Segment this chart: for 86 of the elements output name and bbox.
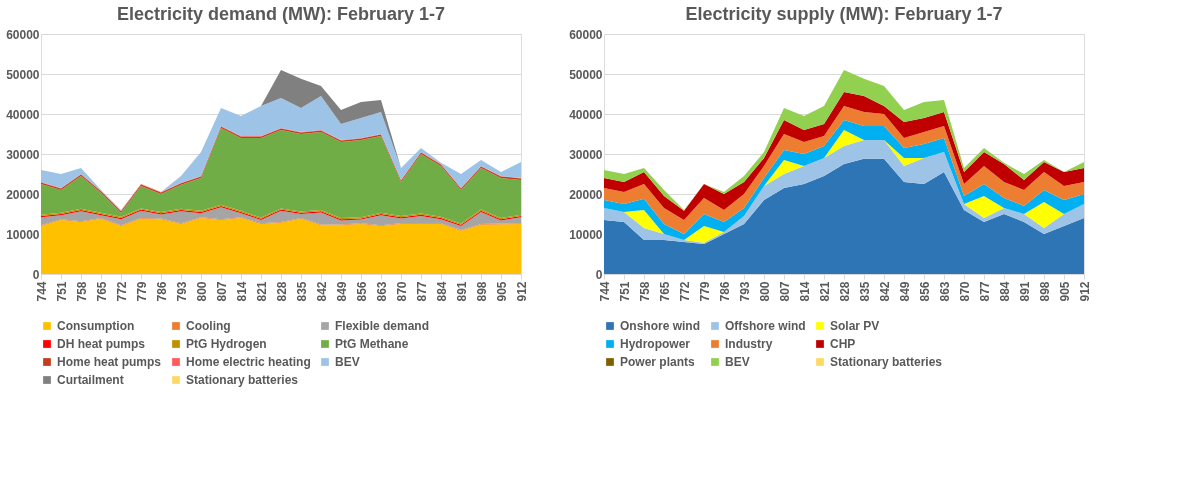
legend-label: Consumption: [57, 319, 135, 333]
y-tick-label: 30000: [569, 147, 603, 162]
legend-label: Industry: [725, 337, 773, 351]
x-tick-label: 828: [837, 281, 852, 302]
x-tick-label: 800: [194, 281, 209, 302]
y-tick-label: 60000: [569, 27, 603, 42]
legend-label: BEV: [725, 355, 750, 369]
y-tick-label: 50000: [569, 67, 603, 82]
x-tick-label: 884: [434, 281, 449, 302]
x-tick-label: 814: [797, 281, 812, 302]
x-tick-label: 905: [1057, 281, 1072, 302]
legend-label: Home electric heating: [186, 355, 311, 369]
y-tick-label: 40000: [569, 107, 603, 122]
x-tick-label: 870: [957, 281, 972, 302]
x-tick-label: 856: [354, 281, 369, 302]
legend-label: Onshore wind: [620, 319, 701, 333]
x-tick-label: 828: [274, 281, 289, 302]
x-tick-label: 884: [997, 281, 1012, 302]
y-tick-label: 20000: [569, 187, 603, 202]
legend-label: Flexible demand: [335, 319, 430, 333]
x-tick-label: 849: [334, 281, 349, 302]
legend-label: Cooling: [186, 319, 231, 333]
x-tick-label: 905: [494, 281, 509, 302]
y-tick-label: 10000: [569, 227, 603, 242]
y-tick-label: 0: [32, 267, 40, 282]
x-tick-label: 877: [414, 281, 429, 302]
x-tick-label: 772: [114, 281, 129, 302]
x-tick-label: 744: [34, 281, 49, 302]
x-tick-label: 786: [154, 281, 169, 302]
x-tick-label: 786: [717, 281, 732, 302]
x-tick-label: 793: [174, 281, 189, 302]
legend-label: Solar PV: [830, 319, 880, 333]
x-tick-label: 849: [897, 281, 912, 302]
x-tick-label: 744: [597, 281, 612, 302]
y-tick-label: 10000: [6, 227, 40, 242]
x-tick-label: 856: [917, 281, 932, 302]
x-tick-label: 765: [657, 281, 672, 302]
x-tick-label: 758: [74, 281, 89, 302]
x-tick-label: 772: [677, 281, 692, 302]
legend-label: Hydropower: [620, 337, 691, 351]
legend-label: Offshore wind: [725, 319, 806, 333]
x-tick-label: 779: [697, 281, 712, 302]
x-tick-label: 765: [94, 281, 109, 302]
chart-title: Electricity demand (MW): February 1-7: [116, 4, 446, 24]
legend-label: BEV: [335, 355, 360, 369]
legend-label: Home heat pumps: [57, 355, 162, 369]
x-tick-label: 800: [757, 281, 772, 302]
legend-label: PtG Methane: [335, 337, 409, 351]
x-tick-label: 814: [234, 281, 249, 302]
x-tick-label: 912: [1077, 281, 1092, 302]
x-tick-label: 807: [777, 281, 792, 302]
x-tick-label: 898: [474, 281, 489, 302]
legend-label: Curtailment: [57, 373, 124, 387]
x-tick-label: 863: [374, 281, 389, 302]
legend-label: Stationary batteries: [186, 373, 299, 387]
x-tick-label: 751: [617, 281, 632, 302]
x-tick-label: 842: [877, 281, 892, 302]
x-tick-label: 758: [637, 281, 652, 302]
legend-label: PtG Hydrogen: [186, 337, 267, 351]
x-tick-label: 835: [294, 281, 309, 302]
y-tick-label: 30000: [6, 147, 40, 162]
x-tick-label: 751: [54, 281, 69, 302]
x-tick-label: 891: [1017, 281, 1032, 302]
x-tick-label: 779: [134, 281, 149, 302]
x-tick-label: 842: [314, 281, 329, 302]
x-tick-label: 835: [857, 281, 872, 302]
x-tick-label: 898: [1037, 281, 1052, 302]
y-tick-label: 40000: [6, 107, 40, 122]
x-tick-label: 912: [514, 281, 529, 302]
x-tick-label: 870: [394, 281, 409, 302]
x-tick-label: 891: [454, 281, 469, 302]
y-tick-label: 0: [595, 267, 603, 282]
x-tick-label: 821: [254, 281, 269, 302]
legend-label: DH heat pumps: [57, 337, 146, 351]
legend-label: Power plants: [620, 355, 696, 369]
x-tick-label: 793: [737, 281, 752, 302]
x-tick-label: 863: [937, 281, 952, 302]
chart-title: Electricity supply (MW): February 1-7: [685, 4, 1003, 24]
y-tick-label: 50000: [6, 67, 40, 82]
x-tick-label: 877: [977, 281, 992, 302]
legend-label: CHP: [830, 337, 856, 351]
x-tick-label: 821: [817, 281, 832, 302]
y-tick-label: 20000: [6, 187, 40, 202]
y-tick-label: 60000: [6, 27, 40, 42]
x-tick-label: 807: [214, 281, 229, 302]
legend-label: Stationary batteries: [830, 355, 943, 369]
